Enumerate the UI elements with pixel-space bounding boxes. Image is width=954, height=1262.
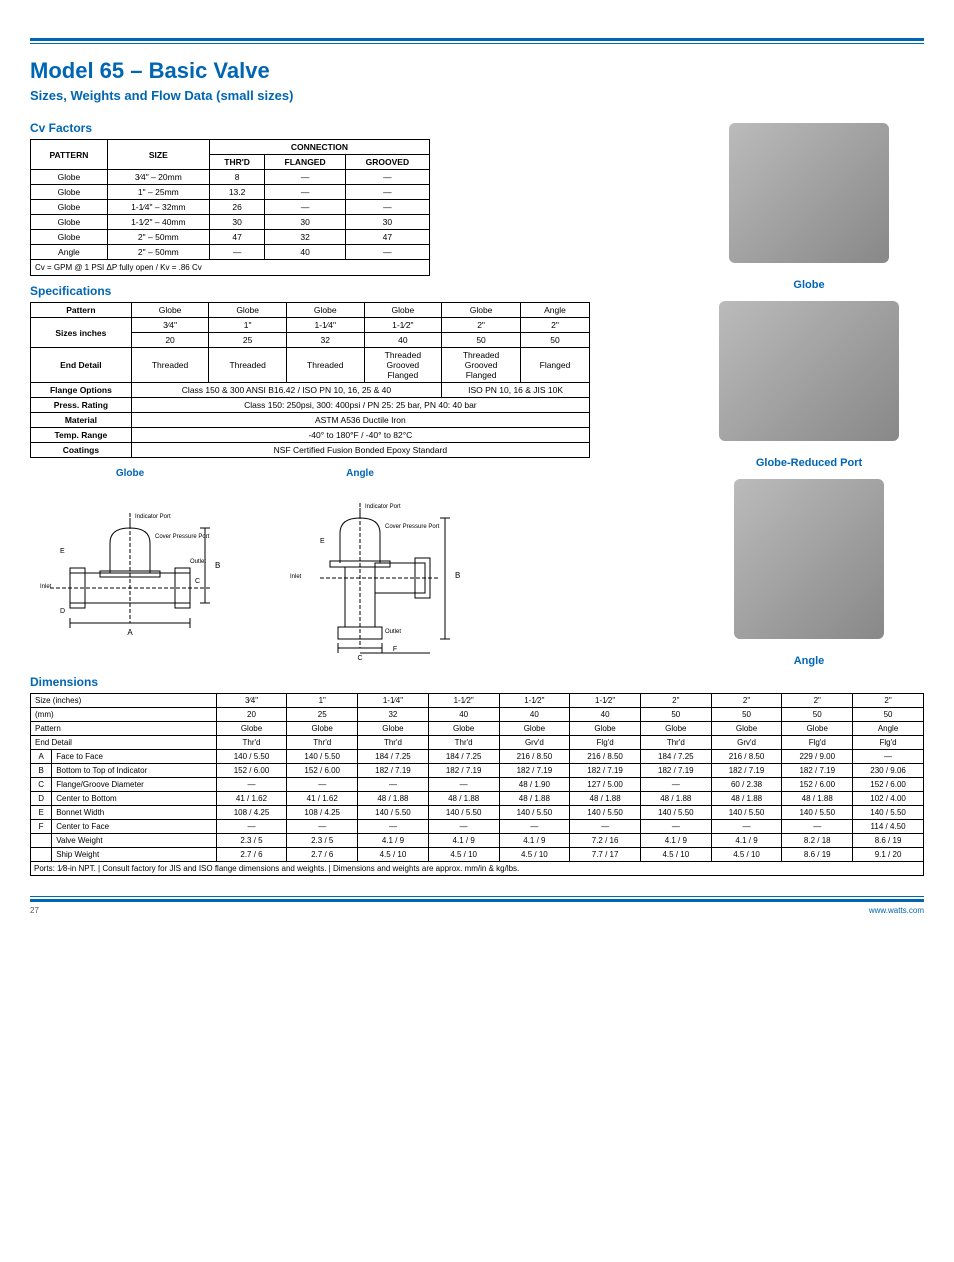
valve-image-angle	[734, 479, 884, 639]
section-cv: Cv Factors	[30, 121, 674, 135]
valve-image-globe	[729, 123, 889, 263]
page-title: Model 65 – Basic Valve	[30, 58, 924, 84]
svg-text:F: F	[393, 646, 397, 653]
valve-image-globe-reduced	[719, 301, 899, 441]
caption-angle: Angle	[694, 655, 924, 667]
section-spec: Specifications	[30, 284, 674, 298]
svg-text:Outlet: Outlet	[190, 559, 206, 565]
svg-text:Indicator Port: Indicator Port	[365, 504, 401, 510]
cv-table: PATTERNSIZECONNECTION THR'DFLANGEDGROOVE…	[30, 139, 430, 276]
svg-text:C: C	[357, 655, 362, 662]
svg-text:C: C	[195, 578, 200, 585]
angle-diagram: B C F E Inlet Outlet Indicator Port Cove…	[260, 483, 460, 663]
section-dims: Dimensions	[30, 675, 924, 689]
dims-table: Size (inches)3⁄4"1"1-1⁄4"1-1⁄2"1-1⁄2"1-1…	[30, 693, 924, 876]
spec-table: PatternGlobeGlobeGlobeGlobeGlobeAngle Si…	[30, 302, 590, 458]
caption-globe: Globe	[694, 279, 924, 291]
dim-globe-title: Globe	[30, 468, 230, 479]
caption-globe-reduced: Globe-Reduced Port	[694, 457, 924, 469]
dim-angle-title: Angle	[260, 468, 460, 479]
svg-text:Cover Pressure Port: Cover Pressure Port	[155, 534, 210, 540]
svg-text:B: B	[215, 561, 220, 570]
svg-text:Outlet: Outlet	[385, 629, 401, 635]
globe-diagram: A B E D C Inlet Outlet Indicator Port Co…	[30, 483, 230, 643]
svg-text:E: E	[60, 548, 65, 555]
svg-text:Indicator Port: Indicator Port	[135, 514, 171, 520]
footer-url: www.watts.com	[869, 906, 924, 915]
svg-text:Inlet: Inlet	[290, 574, 302, 580]
svg-text:A: A	[127, 628, 133, 637]
svg-text:Cover Pressure Port: Cover Pressure Port	[385, 524, 440, 530]
page-subtitle: Sizes, Weights and Flow Data (small size…	[30, 88, 924, 103]
svg-text:B: B	[455, 571, 460, 580]
svg-text:E: E	[320, 538, 325, 545]
svg-text:Inlet: Inlet	[40, 584, 52, 590]
page-number: 27	[30, 906, 39, 915]
svg-text:D: D	[60, 608, 65, 615]
